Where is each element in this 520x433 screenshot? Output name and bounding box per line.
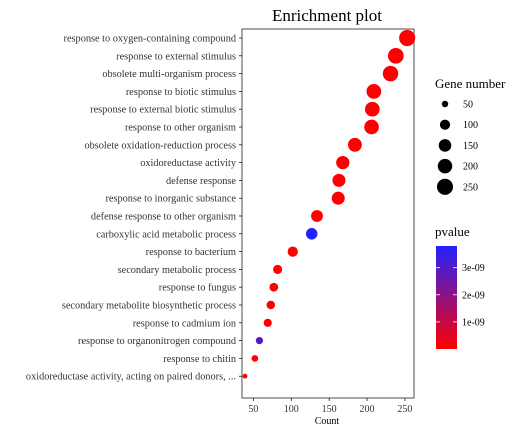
data-point	[364, 119, 379, 135]
color-legend: pvalue 1e-09 2e-09 3e-09	[435, 224, 485, 349]
y-tick-label: response to cadmium ion	[133, 318, 236, 329]
size-legend-title: Gene number	[435, 76, 506, 91]
x-axis-label: Count	[315, 416, 340, 427]
y-tick-label: response to fungus	[159, 283, 236, 294]
y-tick-label: response to external biotic stimulus	[90, 105, 236, 116]
x-tick-label: 150	[322, 404, 337, 415]
size-legend-key	[441, 100, 449, 108]
color-legend-label: 2e-09	[462, 290, 485, 301]
data-point	[242, 373, 248, 379]
size-legend-label: 50	[463, 100, 473, 111]
plot-panel	[241, 28, 415, 399]
size-legend-label: 200	[463, 162, 478, 173]
size-legend-key	[436, 178, 454, 195]
data-point	[366, 84, 382, 99]
size-legend-label: 150	[463, 141, 478, 152]
data-points	[242, 29, 416, 379]
data-point	[387, 47, 404, 64]
y-tick-label: response to inorganic substance	[106, 194, 237, 205]
x-tick-label: 250	[397, 404, 412, 415]
data-point	[251, 355, 259, 362]
color-legend-label: 1e-09	[462, 317, 485, 328]
y-tick-label: oxidoreductase activity, acting on paire…	[26, 372, 236, 383]
y-tick-label: response to other organism	[125, 123, 236, 134]
data-point	[255, 336, 264, 345]
y-tick-label: response to external stimulus	[116, 51, 236, 62]
data-point	[336, 155, 350, 170]
x-axis: 50 100 150 200 250	[248, 398, 412, 415]
y-tick-label: response to biotic stimulus	[126, 87, 236, 98]
size-legend-label: 100	[463, 120, 478, 131]
data-point	[311, 210, 323, 222]
size-legend-key	[438, 139, 452, 152]
data-point	[269, 282, 279, 292]
y-tick-label: response to organonitrogen compound	[78, 336, 237, 347]
color-legend-title: pvalue	[435, 224, 470, 239]
y-tick-label: oxidoreductase activity	[140, 158, 237, 169]
y-tick-label: secondary metabolic process	[118, 265, 236, 276]
data-point	[331, 191, 345, 205]
y-tick-label: defense response to other organism	[91, 212, 236, 223]
y-axis-tick-labels: response to oxygen-containing compound re…	[26, 34, 237, 383]
data-point	[263, 318, 272, 327]
data-point	[305, 228, 318, 240]
data-point	[399, 29, 416, 47]
x-tick-label: 200	[360, 404, 375, 415]
size-legend: Gene number 50 100 150 200 250	[435, 76, 506, 195]
y-tick-label: obsolete oxidation-reduction process	[84, 140, 236, 151]
data-point	[287, 246, 298, 257]
x-tick-label: 50	[248, 404, 258, 415]
x-tick-label: 100	[284, 404, 299, 415]
y-tick-label: obsolete multi-organism process	[102, 69, 236, 80]
y-tick-label: defense response	[166, 176, 236, 187]
data-point	[266, 300, 276, 310]
size-legend-key	[439, 119, 451, 130]
data-point	[364, 101, 380, 117]
y-axis-ticks	[239, 37, 242, 377]
color-legend-bar	[436, 246, 457, 349]
data-point	[273, 264, 283, 274]
chart-title: Enrichment plot	[272, 6, 382, 25]
color-legend-label: 3e-09	[462, 263, 485, 274]
data-point	[347, 137, 362, 152]
size-legend-label: 250	[463, 182, 478, 193]
y-tick-label: response to oxygen-containing compound	[64, 34, 237, 45]
data-point	[332, 173, 346, 187]
y-tick-label: response to chitin	[163, 354, 236, 365]
size-legend-key	[437, 158, 453, 174]
y-tick-label: secondary metabolite biosynthetic proces…	[62, 301, 236, 312]
data-point	[382, 65, 399, 82]
y-tick-label: response to bacterium	[146, 247, 236, 258]
y-tick-label: carboxylic acid metabolic process	[96, 229, 236, 240]
